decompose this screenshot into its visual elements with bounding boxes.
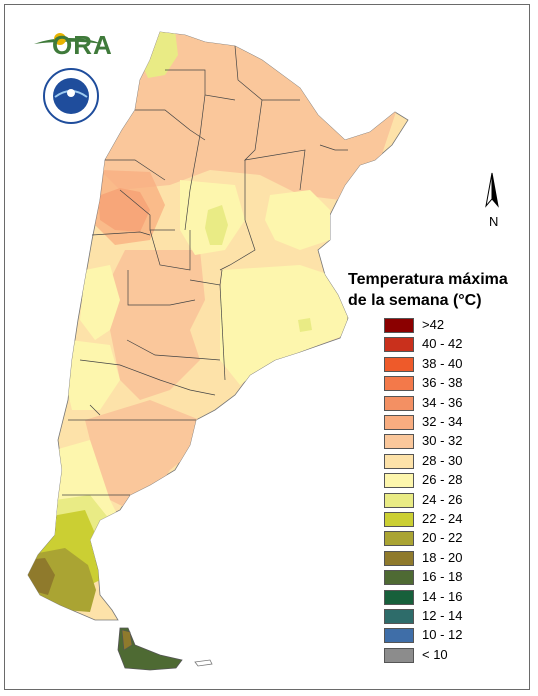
- legend-label: 30 - 32: [422, 433, 463, 449]
- legend-item: 16 - 18: [384, 569, 534, 586]
- legend-item: 34 - 36: [384, 394, 534, 412]
- zone-24-26-bsas-spot: [298, 318, 312, 332]
- legend-item: 38 - 40: [384, 355, 534, 373]
- legend-swatch: [384, 589, 414, 605]
- legend-item: >42: [384, 317, 534, 334]
- legend-label: 12 - 14: [422, 608, 463, 623]
- legend-swatch: [384, 550, 414, 566]
- legend-item: 20 - 22: [384, 530, 534, 547]
- legend-swatch: [384, 356, 414, 372]
- legend-item: 24 - 26: [384, 491, 534, 509]
- zone-30-32-patagonia: [85, 400, 200, 510]
- legend-title: Temperatura máxima de la semana (°C): [348, 269, 528, 311]
- legend-swatch: [384, 531, 414, 547]
- zone-26-28-mendoza: [65, 340, 120, 410]
- legend-swatch: [384, 628, 414, 644]
- legend-item: 14 - 16: [384, 588, 534, 606]
- legend-item: 28 - 30: [384, 452, 534, 470]
- legend-title-line2: de la semana (°C): [348, 292, 482, 309]
- legend-swatch: [384, 570, 414, 586]
- legend-item: 36 - 38: [384, 375, 534, 392]
- tierra-del-fuego: [117, 627, 183, 671]
- zone-26-28-andes-west: [80, 265, 120, 340]
- legend-item: 18 - 20: [384, 549, 534, 567]
- legend-label: 22 - 24: [422, 511, 463, 526]
- legend-label: 28 - 30: [422, 452, 463, 468]
- legend-label: 16 - 18: [422, 569, 463, 585]
- legend-item: 12 - 14: [384, 608, 534, 625]
- tierra-del-fuego-east: [121, 629, 133, 651]
- ora-logo-icon: [34, 33, 102, 45]
- zone-30-32-central: [100, 250, 205, 400]
- legend-label: 32 - 34: [422, 414, 463, 429]
- zone-24-26-cordoba: [205, 205, 228, 245]
- legend-swatch: [384, 434, 414, 450]
- logo-text: ORA: [52, 30, 113, 60]
- isla-estados: [194, 659, 213, 667]
- legend-item: 40 - 42: [384, 336, 534, 353]
- legend-label: 10 - 12: [422, 627, 463, 643]
- legend-item: 22 - 24: [384, 511, 534, 528]
- legend-label: 34 - 36: [422, 394, 463, 410]
- legend-label: 20 - 22: [422, 530, 463, 546]
- legend-item: < 10: [384, 646, 534, 664]
- legend-swatch: [384, 453, 414, 469]
- legend-label: 40 - 42: [422, 336, 463, 352]
- zone-32-34-ring: [95, 170, 165, 245]
- legend-swatch: [384, 337, 414, 353]
- legend-label: 24 - 26: [422, 491, 463, 507]
- north-arrow-icon: [485, 172, 499, 208]
- legend-item: 10 - 12: [384, 627, 534, 644]
- legend-swatch: [384, 395, 414, 411]
- legend-title-line1: Temperatura máxima: [348, 271, 508, 288]
- smn-seal-icon: [43, 68, 99, 124]
- zone-26-28-buenosaires: [220, 265, 350, 385]
- legend-label: < 10: [422, 646, 448, 662]
- legend-swatch: [384, 647, 414, 663]
- legend-label: 14 - 16: [422, 588, 463, 604]
- legend-label: 38 - 40: [422, 355, 463, 371]
- north-label: N: [489, 214, 499, 229]
- legend-label: 26 - 28: [422, 472, 463, 488]
- legend-swatch: [384, 318, 414, 333]
- legend-label: 36 - 38: [422, 375, 463, 391]
- legend-item: 26 - 28: [384, 472, 534, 489]
- legend-label: >42: [422, 317, 445, 332]
- legend-swatch: [384, 609, 414, 624]
- legend-item: 30 - 32: [384, 433, 534, 450]
- legend-swatch: [384, 376, 414, 392]
- legend-swatch: [384, 473, 414, 489]
- zone-26-28-litoral: [265, 190, 330, 250]
- legend-swatch: [384, 512, 414, 527]
- legend-label: 18 - 20: [422, 549, 463, 565]
- province-boundaries: [62, 45, 348, 496]
- legend-swatch: [384, 415, 414, 430]
- legend-swatch: [384, 492, 414, 508]
- legend-item: 32 - 34: [384, 414, 534, 431]
